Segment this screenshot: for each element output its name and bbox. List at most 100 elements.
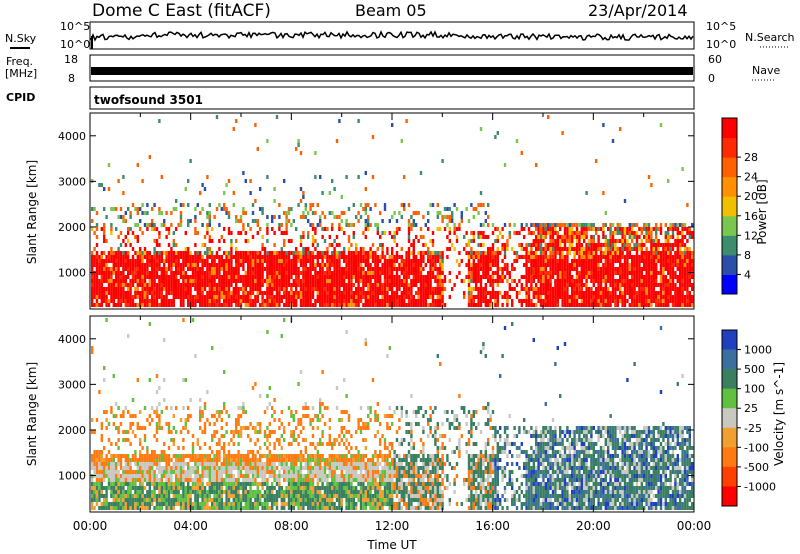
heatmap-cell [119,283,123,287]
heatmap-cell [290,251,293,255]
heatmap-cell [307,251,310,255]
heatmap-cell [441,255,444,259]
heatmap-cell [364,171,367,175]
heatmap-cell [551,235,555,239]
heatmap-cell [249,275,252,279]
heatmap-cell [165,251,168,255]
heatmap-cell [95,263,99,267]
heatmap-cell [307,279,310,283]
heatmap-cell [537,231,540,235]
heatmap-cell [167,251,171,255]
heatmap-cell [100,275,103,279]
heatmap-cell [261,283,264,287]
heatmap-cell [311,223,315,227]
heatmap-cell [110,231,113,235]
heatmap-cell [575,271,579,275]
heatmap-cell [681,279,684,283]
heatmap-cell [160,303,163,307]
heatmap-cell [206,291,209,295]
heatmap-cell [655,279,658,283]
heatmap-cell [369,207,372,211]
heatmap-cell [604,235,607,239]
heatmap-cell [683,243,687,247]
heatmap-cell [667,179,670,183]
heatmap-cell [547,287,550,291]
heatmap-cell [160,470,163,474]
heatmap-cell [335,235,339,239]
heatmap-cell [662,255,665,259]
heatmap-cell [266,251,269,255]
heatmap-cell [609,247,612,251]
heatmap-cell [395,251,399,255]
heatmap-cell [355,267,358,271]
heatmap-cell [115,287,118,291]
y-tick-label: 4000 [58,130,86,143]
heatmap-cell [244,299,247,303]
heatmap-cell [189,283,192,287]
heatmap-cell [316,291,319,295]
heatmap-cell [309,295,312,299]
heatmap-cell [655,255,658,259]
heatmap-cell [530,251,533,255]
heatmap-cell [225,279,228,283]
heatmap-cell [664,303,667,307]
heatmap-cell [175,494,178,498]
heatmap-cell [163,494,166,498]
heatmap-cell [369,255,372,259]
heatmap-cell [472,287,475,291]
heatmap-cell [218,494,221,498]
heatmap-cell [187,295,190,299]
heatmap-cell [549,303,552,307]
heatmap-cell [691,235,694,239]
heatmap-cell [307,219,310,223]
heatmap-cell [218,255,221,259]
heatmap-cell [143,263,147,267]
heatmap-cell [542,239,545,243]
heatmap-cell [285,255,288,259]
heatmap-cell [583,275,586,279]
heatmap-cell [626,259,629,263]
heatmap-cell [623,287,627,291]
heatmap-cell [467,259,471,263]
heatmap-cell [568,303,571,307]
heatmap-cell [115,498,118,502]
heatmap-cell [357,251,360,255]
heatmap-cell [256,299,259,303]
heatmap-cell [407,263,411,267]
heatmap-cell [664,251,667,255]
heatmap-cell [571,223,574,227]
heatmap-cell [160,486,163,490]
heatmap-cell [542,231,545,235]
heatmap-cell [407,283,411,287]
heatmap-cell [167,303,171,307]
heatmap-cell [127,271,130,275]
heatmap-cell [482,235,485,239]
heatmap-cell [427,283,430,287]
heatmap-cell [275,267,279,271]
heatmap-cell [170,299,173,303]
heatmap-cell [563,239,567,243]
heatmap-cell [134,506,137,510]
heatmap-cell [535,247,538,251]
heatmap-cell [201,478,204,482]
heatmap-cell [619,291,622,295]
heatmap-cell [364,283,367,287]
heatmap-cell [647,231,651,235]
heatmap-cell [141,490,144,494]
heatmap-cell [187,255,190,259]
heatmap-cell [220,303,223,307]
heatmap-cell [93,231,96,235]
heatmap-cell [127,430,130,434]
heatmap-cell [669,223,672,227]
heatmap-cell [266,263,269,267]
heatmap-cell [686,263,689,267]
heatmap-cell [592,263,595,267]
heatmap-cell [105,259,108,263]
heatmap-cell [431,255,435,259]
heatmap-cell [359,247,363,251]
heatmap-cell [503,163,507,167]
heatmap-cell [669,291,672,295]
heatmap-cell [112,374,115,378]
heatmap-cell [117,271,120,275]
heatmap-cell [117,259,120,263]
